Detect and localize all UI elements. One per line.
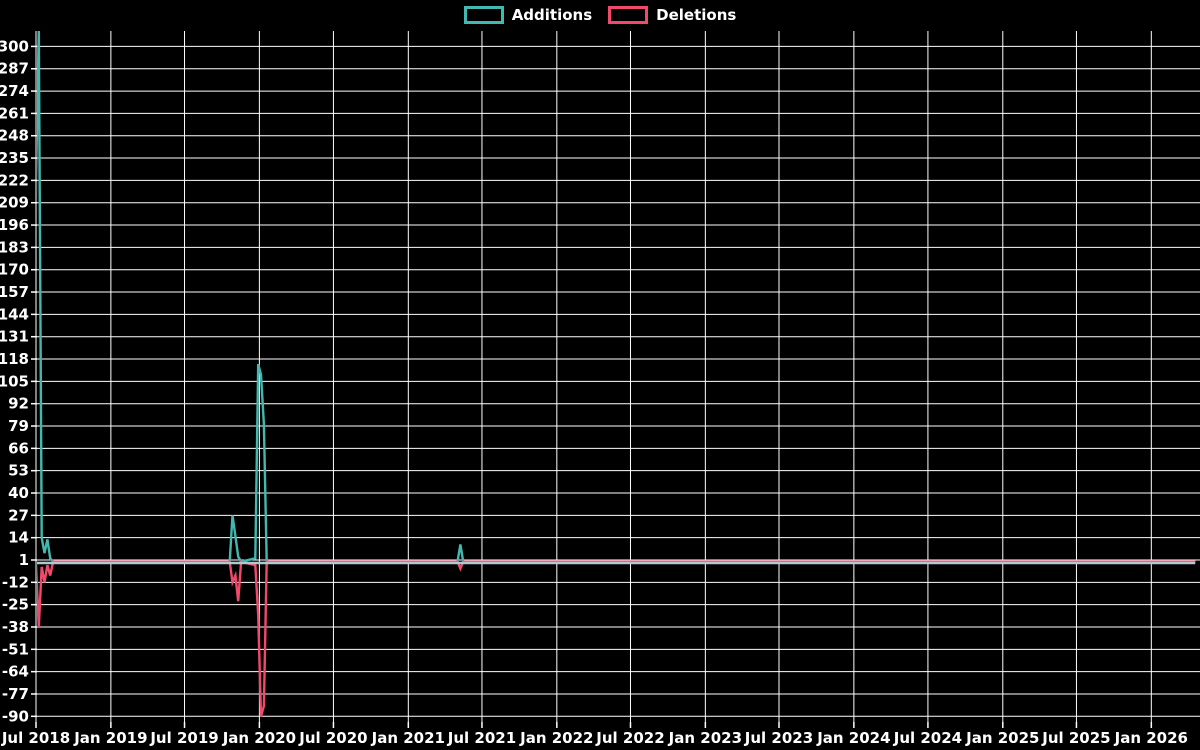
y-tick-label: 27	[8, 506, 29, 524]
y-tick-label: 196	[0, 216, 29, 234]
x-tick-label: Jul 2023	[744, 729, 813, 747]
x-tick-label: Jan 2025	[965, 729, 1039, 747]
additions-line	[37, 31, 1196, 564]
y-tick-label: 1	[19, 551, 29, 569]
y-tick-label: 261	[0, 104, 29, 122]
y-tick-label: 66	[8, 439, 29, 457]
y-tick-label: -77	[2, 685, 29, 703]
x-tick-label: Jul 2025	[1041, 729, 1110, 747]
x-tick-label: Jul 2018	[1, 729, 70, 747]
y-tick-label: 300	[0, 37, 29, 55]
y-tick-label: -12	[2, 573, 29, 591]
y-tick-label: 170	[0, 261, 29, 279]
y-grid	[31, 45, 1200, 718]
y-tick-label: 79	[8, 417, 29, 435]
y-tick-label: 144	[0, 305, 29, 323]
y-tick-label: 287	[0, 60, 29, 78]
y-tick-labels: 300 287 274 261 248 235 222 209 196 183 170 157 144 1…	[0, 37, 29, 725]
series-lines	[37, 31, 1196, 717]
deletions-swatch-icon	[608, 6, 649, 24]
x-tick-label: Jul 2019	[149, 729, 218, 747]
legend-additions-label: Additions	[511, 6, 593, 24]
x-tick-label: Jan 2024	[816, 729, 890, 747]
y-tick-label: 235	[0, 149, 29, 167]
deletions-line	[37, 560, 1196, 717]
legend-item-deletions[interactable]: Deletions	[608, 6, 736, 24]
x-tick-label: Jan 2026	[1114, 729, 1188, 747]
x-tick-label: Jul 2021	[447, 729, 516, 747]
y-tick-label: 53	[8, 462, 29, 480]
x-tick-labels: Jul 2018 Jan 2019 Jul 2019 Jan 2020 Jul 2020…	[1, 729, 1188, 747]
y-tick-label: -38	[2, 618, 29, 636]
y-tick-label: 40	[8, 484, 29, 502]
x-tick-label: Jul 2022	[595, 729, 664, 747]
x-tick-label: Jan 2023	[668, 729, 742, 747]
y-tick-label: 105	[0, 372, 29, 390]
y-tick-label: -90	[2, 707, 29, 725]
y-tick-label: -25	[2, 596, 29, 614]
x-grid	[35, 31, 1153, 728]
y-tick-label: 209	[0, 194, 29, 212]
y-tick-label: 183	[0, 238, 29, 256]
x-tick-label: Jul 2024	[893, 729, 962, 747]
y-tick-label: -64	[2, 663, 29, 681]
x-tick-label: Jan 2019	[73, 729, 147, 747]
y-tick-label: 248	[0, 127, 29, 145]
y-tick-label: 274	[0, 82, 29, 100]
y-tick-label: 157	[0, 283, 29, 301]
additions-swatch-icon	[463, 6, 504, 24]
y-tick-label: -51	[2, 640, 29, 658]
y-tick-label: 131	[0, 328, 29, 346]
y-tick-label: 92	[8, 395, 29, 413]
x-tick-label: Jan 2021	[371, 729, 445, 747]
y-tick-label: 14	[8, 529, 29, 547]
x-tick-label: Jul 2020	[298, 729, 367, 747]
y-tick-label: 222	[0, 171, 29, 189]
x-tick-label: Jan 2022	[519, 729, 593, 747]
y-tick-label: 118	[0, 350, 29, 368]
legend-item-additions[interactable]: Additions	[463, 6, 593, 24]
x-tick-label: Jan 2020	[222, 729, 296, 747]
legend-deletions-label: Deletions	[656, 6, 737, 24]
chart-legend: Additions Deletions	[0, 6, 1200, 24]
